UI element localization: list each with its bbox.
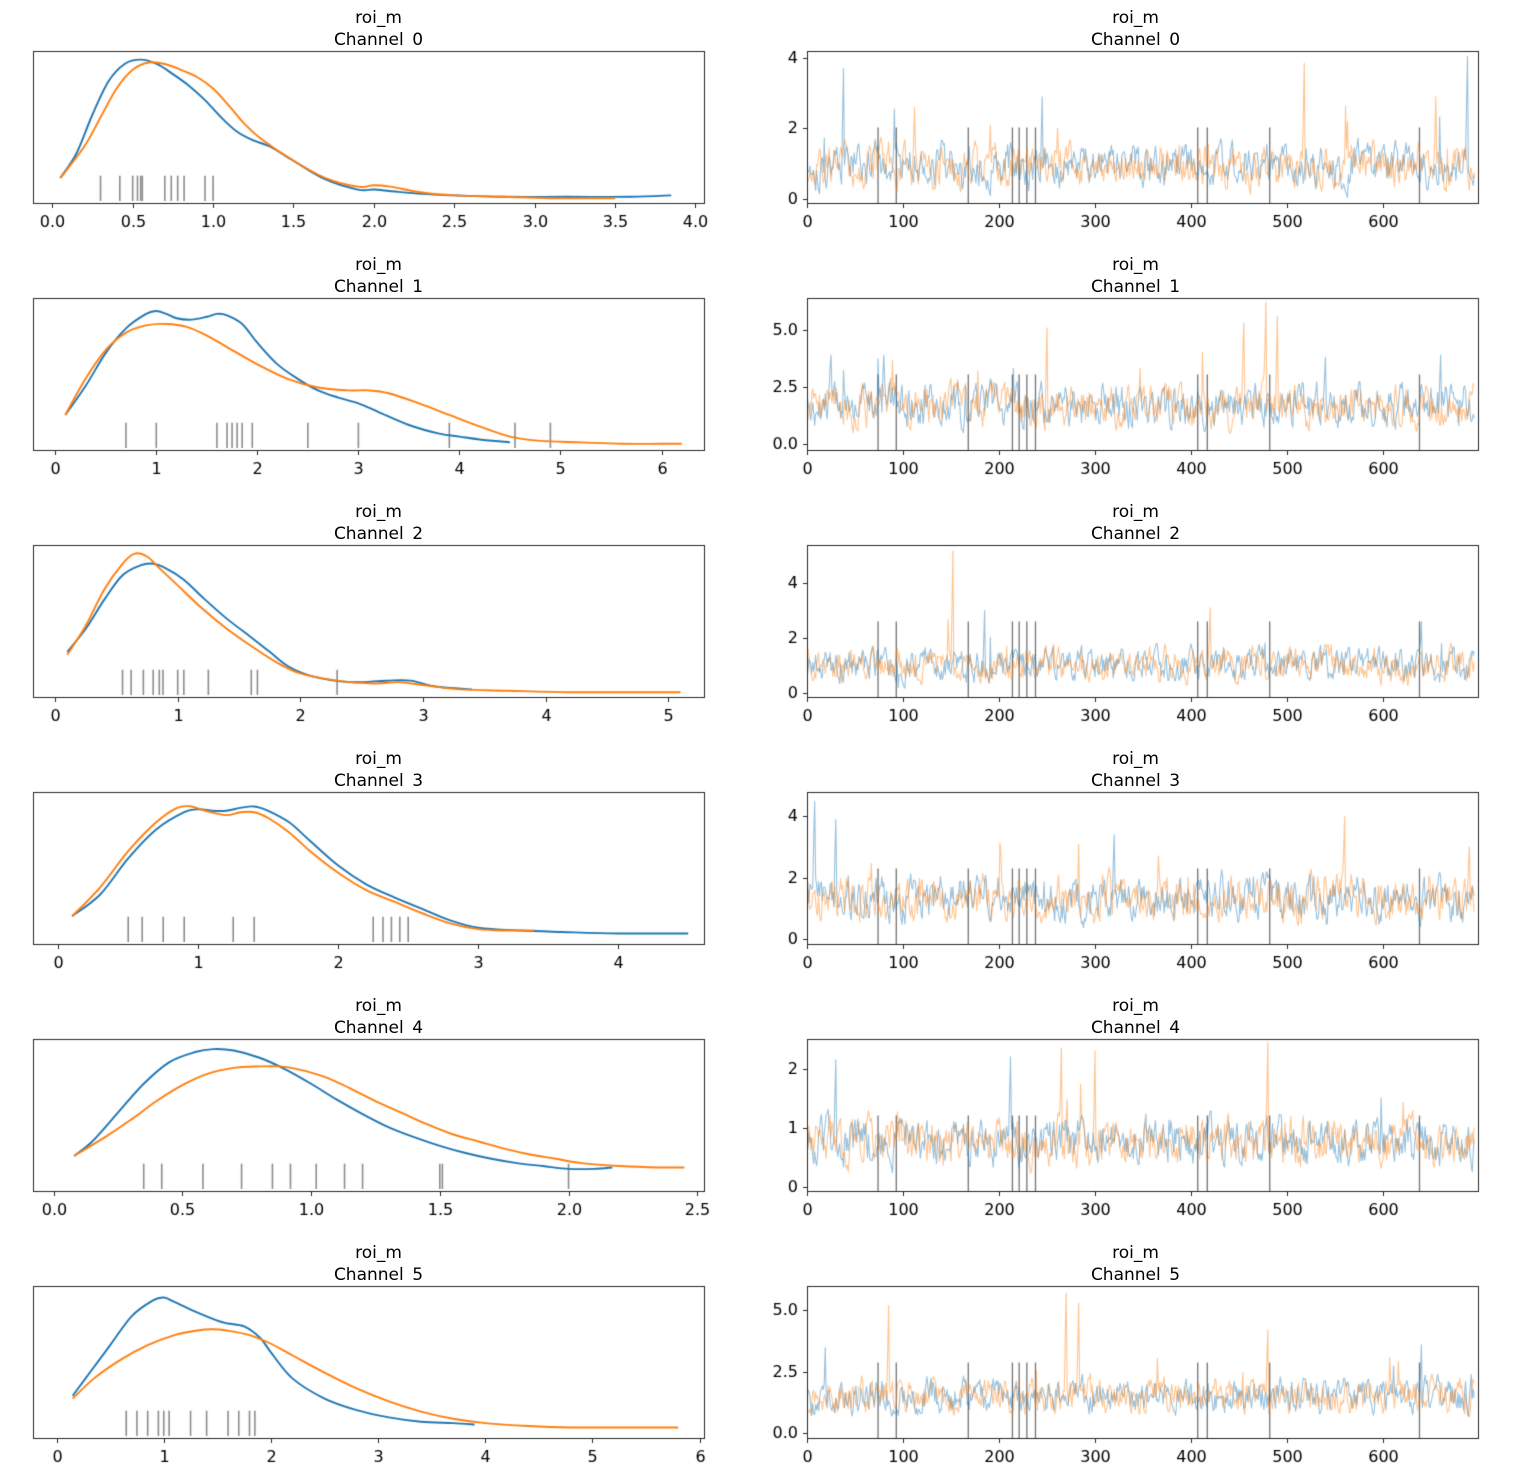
kde-plot-canvas-channel_3 [0, 788, 757, 988]
timeseries-panel-channel_3: roi_m Channel_3 [757, 741, 1514, 988]
panel-title-line2: Channel_5 [333, 1265, 424, 1286]
panel-title-line2: Channel_4 [1090, 1018, 1181, 1039]
kde-panel-channel_5: roi_m Channel_5 [0, 1235, 757, 1482]
kde-plot-canvas-channel_4 [0, 1035, 757, 1235]
panel-title-line1: roi_m [355, 255, 402, 275]
panel-title-line1: roi_m [355, 8, 402, 28]
panel-title: roi_m Channel_3 [0, 741, 757, 791]
kde-plot-canvas-channel_5 [0, 1282, 757, 1482]
timeseries-plot-canvas-channel_0 [757, 47, 1514, 247]
timeseries-panel-channel_5: roi_m Channel_5 [757, 1235, 1514, 1482]
kde-plot-canvas-channel_0 [0, 47, 757, 247]
panel-title-line2: Channel_5 [1090, 1265, 1181, 1286]
timeseries-plot-canvas-channel_4 [757, 1035, 1514, 1235]
panel-title: roi_m Channel_4 [0, 988, 757, 1038]
panel-title-line1: roi_m [1112, 996, 1159, 1016]
panel-title-line2: Channel_1 [333, 277, 424, 298]
kde-panel-channel_3: roi_m Channel_3 [0, 741, 757, 988]
panel-title: roi_m Channel_1 [0, 247, 757, 297]
panel-title: roi_m Channel_1 [757, 247, 1514, 297]
timeseries-plot-canvas-channel_5 [757, 1282, 1514, 1482]
panel-title-line2: Channel_0 [333, 30, 424, 51]
panel-title: roi_m Channel_3 [757, 741, 1514, 791]
timeseries-panel-channel_2: roi_m Channel_2 [757, 494, 1514, 741]
panel-title-line2: Channel_2 [1090, 524, 1181, 545]
panel-title-line2: Channel_3 [333, 771, 424, 792]
panel-title: roi_m Channel_0 [757, 0, 1514, 50]
panel-title-line1: roi_m [355, 996, 402, 1016]
panel-title-line2: Channel_1 [1090, 277, 1181, 298]
panel-title-line1: roi_m [355, 749, 402, 769]
panel-title: roi_m Channel_5 [757, 1235, 1514, 1285]
panel-title-line1: roi_m [355, 1243, 402, 1263]
kde-plot-canvas-channel_1 [0, 294, 757, 494]
panel-title-line1: roi_m [1112, 8, 1159, 28]
kde-plot-canvas-channel_2 [0, 541, 757, 741]
timeseries-plot-canvas-channel_1 [757, 294, 1514, 494]
timeseries-panel-channel_0: roi_m Channel_0 [757, 0, 1514, 247]
panel-title-line2: Channel_2 [333, 524, 424, 545]
panel-title-line2: Channel_4 [333, 1018, 424, 1039]
timeseries-panel-channel_4: roi_m Channel_4 [757, 988, 1514, 1235]
kde-panel-channel_2: roi_m Channel_2 [0, 494, 757, 741]
panel-title-line1: roi_m [1112, 255, 1159, 275]
panel-title-line1: roi_m [1112, 502, 1159, 522]
panel-title-line2: Channel_0 [1090, 30, 1181, 51]
kde-panel-channel_0: roi_m Channel_0 [0, 0, 757, 247]
panel-title-line1: roi_m [1112, 1243, 1159, 1263]
panel-title-line2: Channel_3 [1090, 771, 1181, 792]
panel-title: roi_m Channel_4 [757, 988, 1514, 1038]
panel-title: roi_m Channel_0 [0, 0, 757, 50]
timeseries-plot-canvas-channel_3 [757, 788, 1514, 988]
panel-title: roi_m Channel_2 [757, 494, 1514, 544]
timeseries-plot-canvas-channel_2 [757, 541, 1514, 741]
kde-panel-channel_1: roi_m Channel_1 [0, 247, 757, 494]
panel-title-line1: roi_m [355, 502, 402, 522]
panel-title: roi_m Channel_2 [0, 494, 757, 544]
kde-panel-channel_4: roi_m Channel_4 [0, 988, 757, 1235]
panel-title-line1: roi_m [1112, 749, 1159, 769]
timeseries-panel-channel_1: roi_m Channel_1 [757, 247, 1514, 494]
panel-title: roi_m Channel_5 [0, 1235, 757, 1285]
